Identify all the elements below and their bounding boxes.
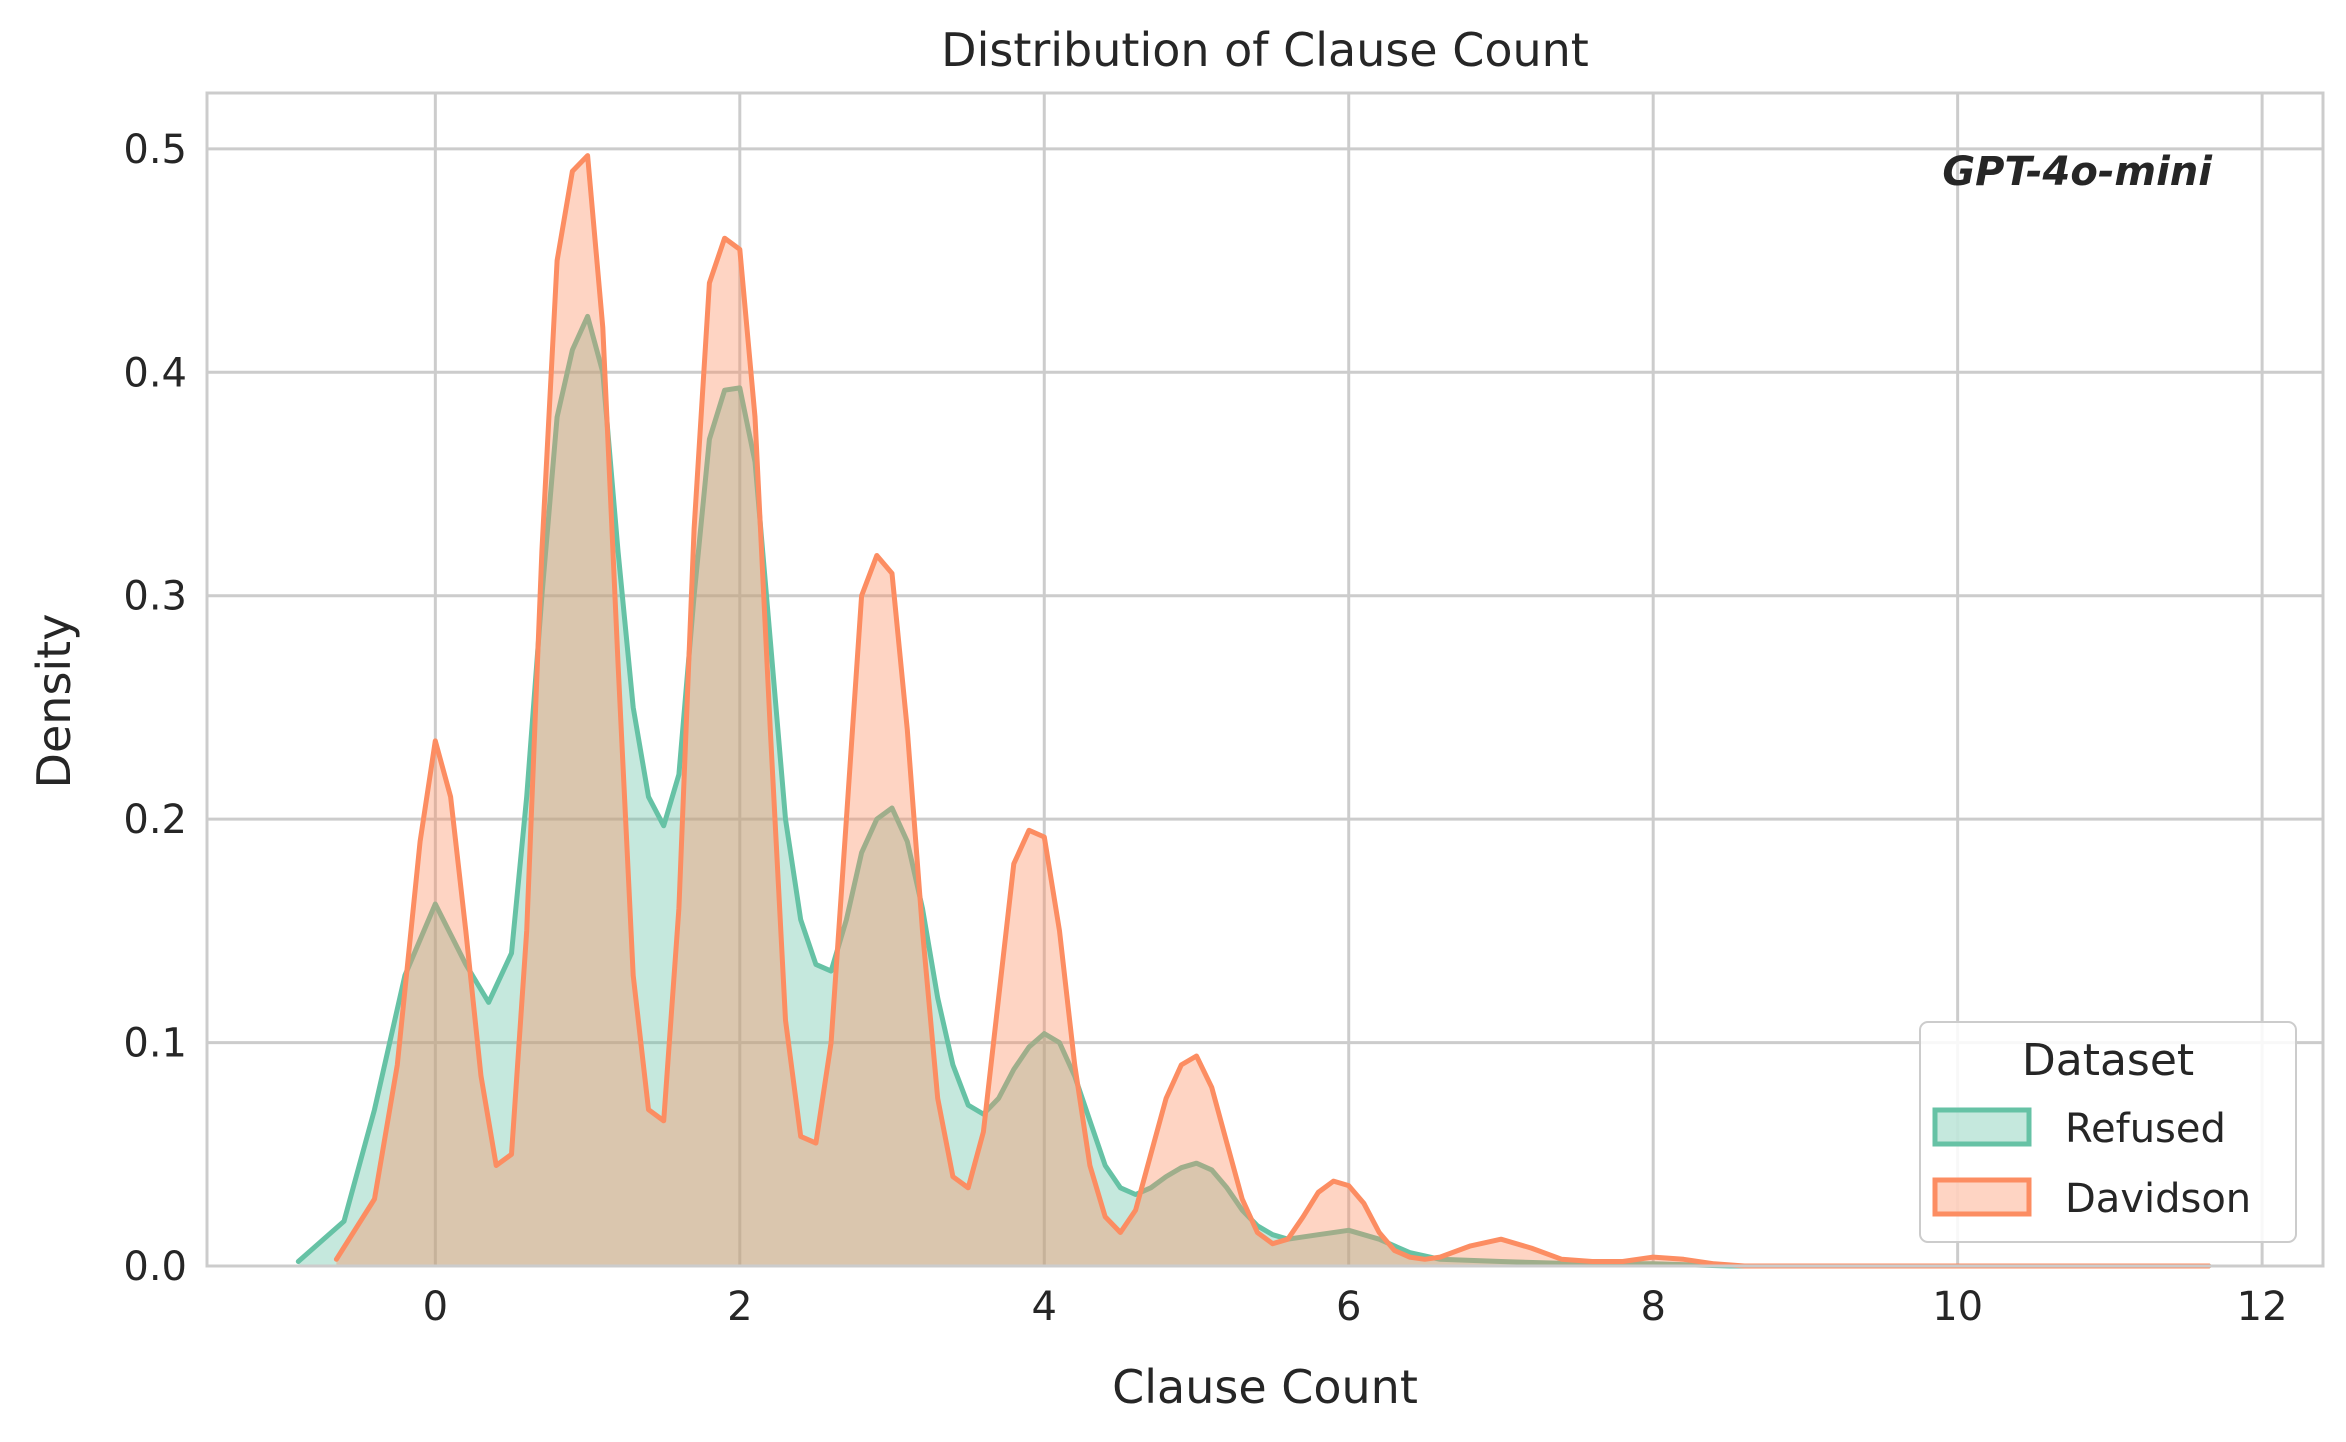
legend-label-davidson: Davidson xyxy=(2065,1176,2251,1222)
series-area-davidson xyxy=(336,155,2209,1267)
legend-swatch-refused xyxy=(1932,1107,2032,1147)
x-tick-labels: 0 2 4 6 8 10 12 xyxy=(423,1284,2288,1330)
y-tick-label: 0.3 xyxy=(123,574,187,620)
x-tick-label: 8 xyxy=(1640,1284,1665,1330)
legend: Dataset Refused Davidson xyxy=(1919,1021,2297,1243)
series-line-davidson xyxy=(333,153,2212,1269)
legend-label-refused: Refused xyxy=(2065,1106,2226,1152)
chart-title: Distribution of Clause Count xyxy=(941,23,1589,77)
plot-frame xyxy=(205,91,2325,1268)
y-tick-label: 0.5 xyxy=(123,127,187,173)
y-tick-label: 0.1 xyxy=(123,1021,187,1067)
y-tick-label: 0.4 xyxy=(123,350,187,396)
x-tick-label: 4 xyxy=(1032,1284,1057,1330)
legend-title: Dataset xyxy=(2022,1035,2194,1086)
y-axis-label: Density xyxy=(27,614,81,789)
x-tick-label: 2 xyxy=(727,1284,752,1330)
legend-box xyxy=(1919,1021,2297,1243)
y-tick-label: 0.2 xyxy=(123,797,187,843)
x-axis-label: Clause Count xyxy=(1112,1360,1418,1414)
model-annotation: GPT-4o-mini xyxy=(1942,149,2213,195)
series-area-refused xyxy=(298,316,2209,1266)
series-layer xyxy=(295,153,2212,1269)
legend-swatch-davidson xyxy=(1932,1177,2032,1217)
y-tick-label: 0.0 xyxy=(123,1244,187,1290)
y-tick-labels: 0.0 0.1 0.2 0.3 0.4 0.5 xyxy=(123,127,187,1290)
x-tick-label: 12 xyxy=(2237,1284,2288,1330)
x-tick-label: 0 xyxy=(423,1284,448,1330)
x-tick-label: 10 xyxy=(1932,1284,1983,1330)
series-line-refused xyxy=(295,313,2212,1269)
x-tick-label: 6 xyxy=(1336,1284,1361,1330)
